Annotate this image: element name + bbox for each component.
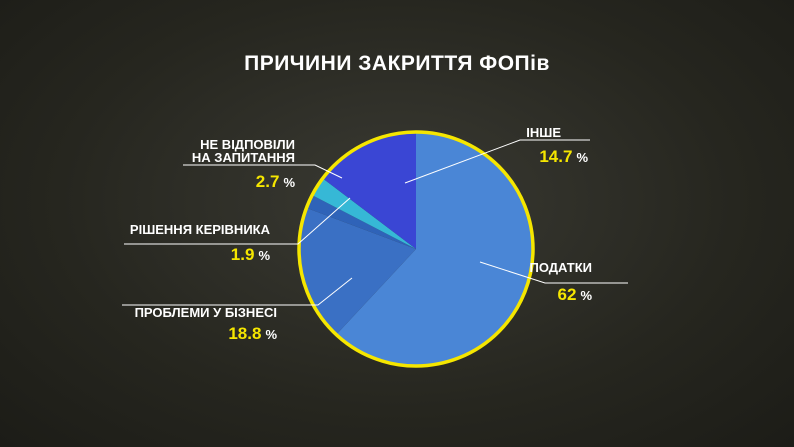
chart-title: ПРИЧИНИ ЗАКРИТТЯ ФОПів <box>244 52 550 75</box>
slice-label-ne-vidpovily-line1: НЕ ВІДПОВІЛИ <box>200 137 295 152</box>
slice-value-ne-vidpovily: 2.7% <box>256 172 296 191</box>
leader-line-problemy <box>122 277 353 306</box>
slice-podatky <box>336 132 534 367</box>
slice-label-rishennia: РІШЕННЯ КЕРІВНИКА <box>130 222 271 237</box>
slice-label-ne-vidpovily-line2: НА ЗАПИТАННЯ <box>192 150 295 165</box>
slice-problemy-u-biznesi <box>299 207 416 335</box>
slice-value-podatky: 62% <box>558 285 593 304</box>
leader-line-podatky <box>479 261 628 284</box>
leader-line-rishennia <box>124 197 351 245</box>
slice-ne-vidpovily <box>312 178 416 249</box>
slice-value-inshe: 14.7% <box>539 147 588 166</box>
slice-label-podatky: ПОДАТКИ <box>529 260 592 275</box>
slice-rishennia-kerivnyka <box>306 195 416 249</box>
pie-outline <box>297 130 535 368</box>
leader-line-ne-vidpovily <box>183 164 343 179</box>
slice-label-problemy: ПРОБЛЕМИ У БІЗНЕСІ <box>135 305 277 320</box>
slice-value-rishennia: 1.9% <box>231 245 271 264</box>
leader-line-inshe <box>404 139 590 184</box>
slice-value-problemy: 18.8% <box>228 324 277 343</box>
slice-label-inshe: ІНШЕ <box>526 125 561 140</box>
slice-inshe <box>322 132 416 249</box>
